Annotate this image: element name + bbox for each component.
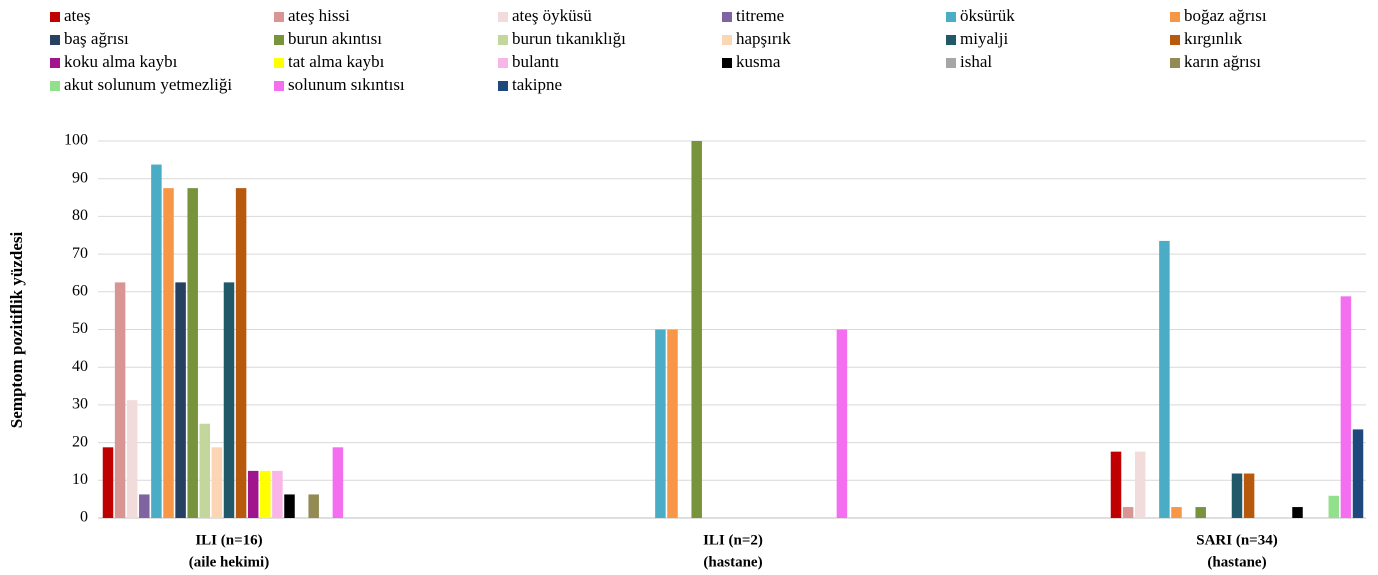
bar [332,447,344,518]
legend-swatch [50,81,60,91]
bar [1340,296,1352,518]
bar [1352,429,1364,518]
legend-swatch [722,35,732,45]
legend-label: tat alma kaybı [288,52,385,71]
bar [1171,507,1182,518]
legend-label: kırgınlık [1184,29,1243,48]
bar [1110,451,1122,518]
legend-swatch [722,58,732,68]
y-tick-label: 90 [72,169,88,186]
bar [655,329,666,518]
y-tick-label: 30 [72,396,88,413]
legend-swatch [498,81,508,91]
legend-swatch [946,35,956,45]
legend-label: ateş hissi [288,6,350,25]
bar [1122,507,1134,518]
bar [1195,507,1206,518]
bar [247,470,259,518]
legend-swatch [274,35,284,45]
x-tick-label: ILI (n=2) [703,532,763,548]
legend-swatch [50,35,60,45]
legend-label: koku alma kaybı [64,52,178,71]
bar [308,494,319,518]
legend-label: solunum sıkıntısı [288,75,405,94]
bar [151,164,162,518]
bar [836,329,848,518]
y-tick-label: 100 [64,132,88,149]
legend-swatch [274,58,284,68]
legend-swatch [274,81,284,91]
bar [187,188,198,518]
bar [1159,240,1170,518]
legend-label: ateş öyküsü [512,6,592,25]
y-tick-label: 60 [72,282,88,299]
bar [102,447,114,518]
legend-label: burun tıkanıklığı [512,29,626,48]
legend-label: takipne [512,75,562,94]
bar [284,494,295,518]
legend-swatch [50,12,60,22]
bar [163,188,174,518]
bar [114,282,126,518]
legend-swatch [1170,35,1180,45]
legend-label: titreme [736,6,784,25]
bar [691,141,702,518]
legend-label: hapşırık [736,29,791,48]
legend-swatch [1170,58,1180,68]
legend-swatch [498,12,508,22]
legend-swatch [498,58,508,68]
bar [1292,507,1303,518]
legend-label: akut solunum yetmezliği [64,75,232,94]
bar [272,470,283,518]
legend-label: burun akıntısı [288,29,382,48]
x-tick-label: ILI (n=16) [195,532,262,548]
bar [260,470,271,518]
legend-label: baş ağrısı [64,29,129,48]
legend-label: öksürük [960,6,1015,25]
bar [223,282,235,518]
legend-swatch [498,35,508,45]
y-tick-label: 40 [72,358,88,375]
y-tick-label: 70 [72,245,88,262]
y-tick-label: 0 [80,509,88,526]
legend-label: miyalji [960,29,1008,48]
bar [1243,473,1255,518]
bar [235,188,247,518]
x-tick-label: (hastane) [1207,554,1266,570]
x-tick-label: SARI (n=34) [1196,532,1277,548]
legend-swatch [1170,12,1180,22]
legend-swatch [274,12,284,22]
bar [199,423,211,518]
bar [667,329,678,518]
legend-swatch [722,12,732,22]
x-tick-label: (hastane) [703,554,762,570]
bar [211,447,223,518]
legend-label: ateş [64,6,90,25]
y-tick-label: 50 [72,320,88,337]
y-tick-label: 10 [72,471,88,488]
legend-label: boğaz ağrısı [1184,6,1267,25]
bar [1231,473,1243,518]
legend-label: bulantı [512,52,559,71]
bar [175,282,186,518]
x-tick-label: (aile hekimi) [189,554,269,570]
legend-label: kusma [736,52,781,71]
y-tick-label: 80 [72,207,88,224]
bar [126,400,138,518]
bar [1134,451,1146,518]
legend-swatch [50,58,60,68]
legend-swatch [946,58,956,68]
legend-label: karın ağrısı [1184,52,1261,71]
legend-swatch [946,12,956,22]
legend-label: ishal [960,52,992,71]
bar [1328,495,1340,518]
bar [139,494,150,518]
y-axis-title: Semptom pozitiflik yüzdesi [7,232,26,429]
y-tick-label: 20 [72,433,88,450]
